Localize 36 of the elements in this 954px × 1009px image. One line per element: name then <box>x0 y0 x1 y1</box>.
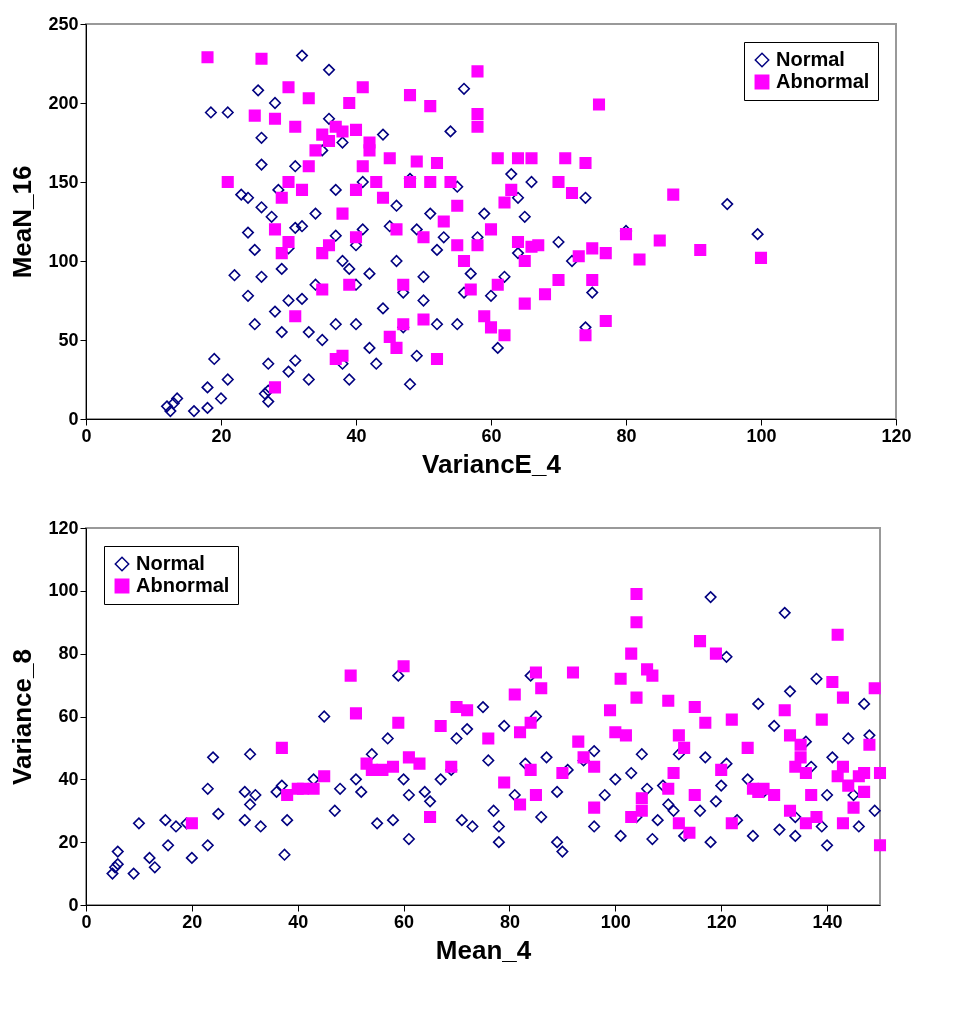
x-tick-label: 0 <box>81 425 92 446</box>
y-tick-label: 20 <box>58 831 79 852</box>
y-tick-label: 40 <box>58 768 79 789</box>
x-tick-label: 60 <box>481 425 502 446</box>
y-tick-label: 250 <box>48 13 79 34</box>
y-tick-label: 150 <box>48 171 79 192</box>
x-axis-title: VariancE_4 <box>422 448 562 479</box>
x-axis-title: Mean_4 <box>435 934 532 965</box>
y-axis-title: MeaN_16 <box>7 165 38 279</box>
x-tick-label: 20 <box>182 911 203 932</box>
legend-label: Normal <box>136 552 205 574</box>
legend-label: Abnormal <box>776 70 870 92</box>
y-tick-label: 60 <box>58 706 79 726</box>
y-tick-label: 80 <box>58 643 79 664</box>
legend-label: Abnormal <box>136 574 230 596</box>
y-tick-label: 100 <box>48 580 79 601</box>
x-tick-label: 80 <box>499 911 520 932</box>
x-tick-label: 60 <box>394 911 415 932</box>
x-tick-label: 100 <box>600 911 631 932</box>
y-tick-label: 0 <box>68 894 79 915</box>
y-tick-label: 120 <box>48 517 79 538</box>
x-tick-label: 120 <box>706 911 737 932</box>
y-axis-title: Variance_8 <box>7 649 38 785</box>
x-tick-label: 40 <box>346 425 367 446</box>
y-tick-label: 200 <box>48 92 79 113</box>
x-tick-label: 0 <box>81 911 92 932</box>
y-tick-label: 50 <box>58 329 79 350</box>
x-tick-label: 80 <box>616 425 637 446</box>
y-tick-label: 0 <box>68 408 79 429</box>
x-tick-label: 140 <box>812 911 843 932</box>
legend-label: Normal <box>776 48 845 70</box>
x-tick-label: 120 <box>881 425 912 446</box>
y-tick-label: 100 <box>48 250 79 271</box>
x-tick-label: 40 <box>288 911 309 932</box>
x-tick-label: 100 <box>746 425 777 446</box>
x-tick-label: 20 <box>211 425 232 446</box>
